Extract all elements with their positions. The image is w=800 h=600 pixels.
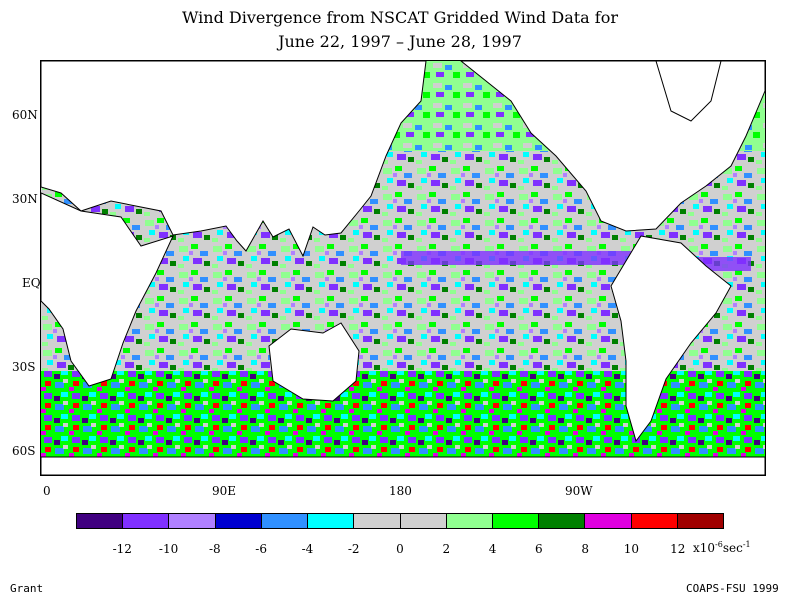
colorbar-tick-label: 2 [442,542,451,556]
colorbar-tick-label: -12 [112,542,132,556]
colorbar-swatch-5 [308,514,355,528]
itcz-band [401,251,631,265]
colorbar-swatch-8 [446,514,493,528]
colorbar-swatch-7 [400,514,447,528]
colorbar-swatch-11 [585,514,632,528]
colorbar-swatch-2 [169,514,216,528]
colorbar-tick-label: 6 [535,542,543,556]
continent-eurasia [41,61,427,258]
colorbar [76,513,724,529]
colorbar-tick-label: 4 [488,542,497,556]
colorbar-swatch-9 [492,514,540,528]
lon-label-0: 0 [43,484,51,498]
lat-label-30s: 30S [12,360,36,374]
colorbar-tick-label: 12 [670,542,686,556]
map-frame [40,60,766,476]
colorbar-tick-label: -10 [158,542,179,556]
colorbar-tick-label: 0 [396,542,404,556]
continent-greenland [655,61,722,122]
lon-label-90w: 90W [565,484,593,498]
lon-label-180: 180 [389,484,412,498]
colorbar-unit: x10-6sec-1 [693,540,751,555]
lat-label-eq: EQ [22,276,41,290]
colorbar-swatch-6 [354,514,401,528]
continents [41,61,765,475]
chart-title-line2: June 22, 1997 – June 28, 1997 [278,32,522,51]
colorbar-swatch-3 [215,514,262,528]
lat-label-60s: 60S [12,444,36,458]
unit-base: x10 [693,541,716,555]
continent-australia [268,322,360,402]
lon-label-90e: 90E [212,484,237,498]
chart-title-line1: Wind Divergence from NSCAT Gridded Wind … [181,8,618,27]
colorbar-swatch-1 [123,514,170,528]
colorbar-swatch-12 [631,514,678,528]
unit-rest: sec [722,541,743,555]
colorbar-swatch-0 [77,514,124,528]
colorbar-tick-label: 10 [623,542,640,556]
lat-label-60n: 60N [12,108,38,122]
continent-africa [41,192,174,387]
colorbar-tick-label: -6 [255,542,267,556]
colorbar-tick-label: -8 [208,542,221,556]
colorbar-tick-label: 8 [581,542,589,556]
unit-exponent: -6 [715,540,723,549]
continent-south-america [610,235,732,443]
unit-exponent-2: -1 [742,540,751,549]
colorbar-swatch-4 [261,514,309,528]
divergence-map [41,61,765,475]
colorbar-tick-label: -2 [347,542,360,556]
continent-antarctica [41,456,765,475]
colorbar-tick-label: -4 [301,542,314,556]
colorbar-swatch-13 [677,514,724,528]
author-label: Grant [10,582,44,595]
colorbar-swatch-10 [539,514,586,528]
lat-label-30n: 30N [12,192,38,206]
credit-label: COAPS-FSU 1999 [686,582,779,595]
